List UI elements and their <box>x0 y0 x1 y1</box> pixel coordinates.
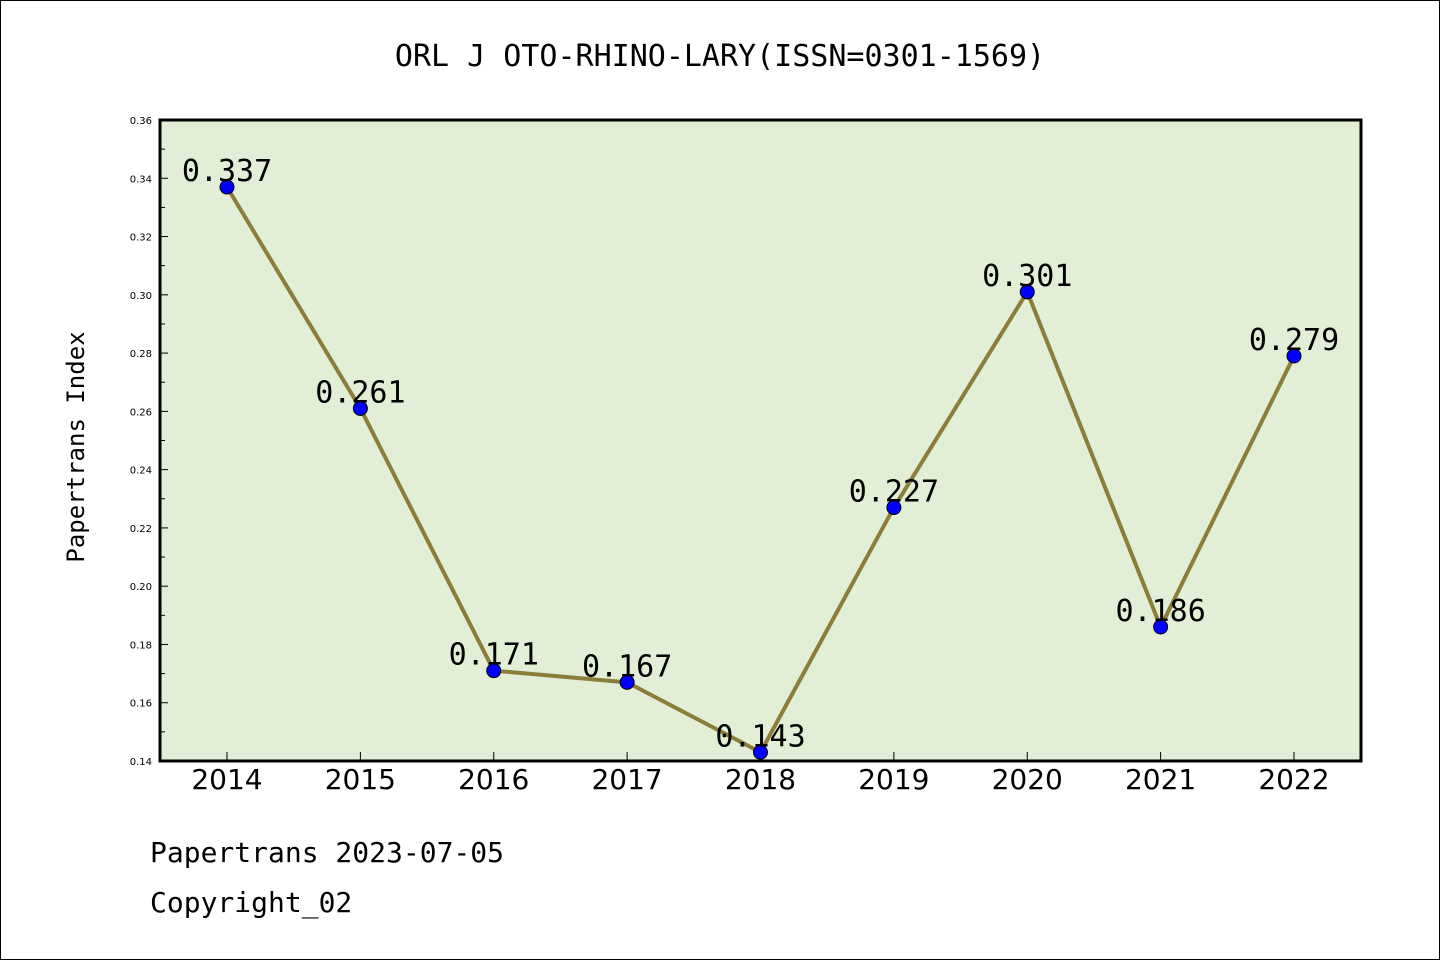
data-point <box>486 663 502 679</box>
data-point <box>753 744 768 760</box>
y-tick-label: 0.16 <box>130 699 152 710</box>
x-tick-label: 2021 <box>1125 763 1196 796</box>
series-markers <box>219 179 1302 760</box>
x-tick-label: 2015 <box>325 763 396 796</box>
data-label: 0.301 <box>982 259 1072 294</box>
data-point <box>219 179 235 195</box>
x-tick-label: 2022 <box>1258 763 1329 796</box>
data-label: 0.261 <box>315 375 405 410</box>
data-label: 0.227 <box>849 475 939 510</box>
x-tick-label: 2014 <box>191 763 262 796</box>
data-point <box>619 674 635 690</box>
y-tick-label: 0.14 <box>130 757 152 768</box>
data-label: 0.279 <box>1249 323 1339 358</box>
y-tick-label: 0.18 <box>130 640 152 651</box>
y-tick-label: 0.30 <box>130 291 152 302</box>
y-tick-label: 0.32 <box>130 233 152 244</box>
data-labels: 0.337 0.261 0.171 0.167 0.143 0.227 0.301 0.186… <box>182 154 1339 754</box>
x-tick-label: 2019 <box>858 763 929 796</box>
data-label: 0.167 <box>582 649 672 684</box>
y-tick-label: 0.36 <box>130 116 152 127</box>
y-axis-label: Papertrans Index <box>62 331 90 562</box>
y-tick-label: 0.34 <box>130 174 152 185</box>
y-tick-label: 0.22 <box>130 524 152 535</box>
x-tick-label: 2018 <box>725 763 796 796</box>
data-point <box>352 400 368 416</box>
data-label: 0.171 <box>449 638 539 673</box>
data-label: 0.186 <box>1115 594 1205 629</box>
x-tick-label: 2016 <box>458 763 529 796</box>
y-tick-label: 0.28 <box>130 349 152 360</box>
footer-copyright: Copyright_02 <box>150 886 353 919</box>
data-point <box>1286 348 1302 364</box>
y-tick-label: 0.24 <box>130 466 152 477</box>
data-label: 0.337 <box>182 154 272 189</box>
data-point <box>1153 619 1169 635</box>
y-tick-label: 0.26 <box>130 407 152 418</box>
plot-area <box>158 118 1363 763</box>
footer-date: Papertrans 2023-07-05 <box>150 836 505 869</box>
x-axis: 2014 2015 2016 2017 2018 2019 2020 2021 2022 <box>191 752 1330 796</box>
data-point <box>1019 284 1035 300</box>
data-label: 0.143 <box>715 719 805 754</box>
data-point <box>886 500 902 516</box>
y-axis: 0.14 0.16 0.18 0.20 0.22 0.24 0.26 0.28 0.30 0.32… <box>130 116 168 768</box>
x-tick-label: 2017 <box>591 763 662 796</box>
x-tick-label: 2020 <box>992 763 1063 796</box>
chart-title: ORL J OTO-RHINO-LARY(ISSN=0301-1569) <box>395 39 1045 74</box>
y-tick-label: 0.20 <box>130 582 152 593</box>
